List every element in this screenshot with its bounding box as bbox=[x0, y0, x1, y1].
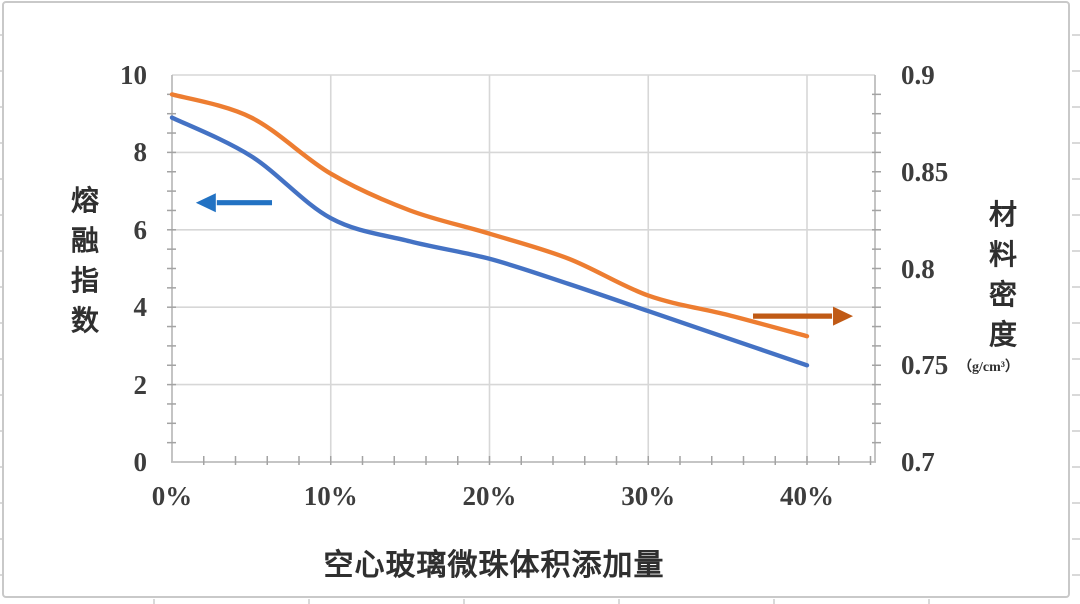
right-axis-title: 材料密度 bbox=[985, 196, 1021, 356]
y-right-tick-label: 0.85 bbox=[901, 156, 949, 187]
axis-title-char: 融 bbox=[70, 226, 99, 257]
x-tick-label: 10% bbox=[303, 481, 358, 511]
axis-title-char: 数 bbox=[70, 306, 99, 337]
spreadsheet-column-gridlines-bottom bbox=[0, 599, 1080, 604]
y-right-tick-label: 0.7 bbox=[901, 447, 935, 477]
right-axis-unit: （g/cm³） bbox=[958, 360, 1019, 375]
y-right-tick-label: 0.8 bbox=[901, 253, 935, 284]
axis-title-char: 指 bbox=[70, 266, 99, 297]
axis-title-char: 料 bbox=[988, 240, 1017, 271]
y-left-tick-label: 2 bbox=[133, 369, 148, 400]
spreadsheet-row-gridlines-left bbox=[0, 0, 2, 604]
x-tick-label: 20% bbox=[462, 481, 517, 511]
y-right-tick-label: 0.75 bbox=[901, 350, 949, 381]
y-left-tick-label: 0 bbox=[133, 447, 148, 477]
axis-title-char: 材 bbox=[988, 200, 1017, 231]
left-axis-title: 熔融指数 bbox=[67, 182, 103, 342]
y-left-tick-label: 8 bbox=[133, 137, 148, 168]
axis-title-char: 度 bbox=[988, 320, 1017, 351]
axis-title-char: 熔 bbox=[70, 186, 99, 217]
spreadsheet-row-gridlines-right bbox=[1072, 0, 1080, 604]
x-axis-title: 空心玻璃微珠体积添加量 bbox=[323, 549, 665, 582]
x-tick-label: 30% bbox=[621, 481, 676, 511]
y-right-tick-label: 0.9 bbox=[901, 60, 935, 90]
x-tick-label: 40% bbox=[780, 481, 834, 511]
y-left-tick-label: 6 bbox=[133, 214, 148, 245]
chart-area-frame[interactable] bbox=[2, 1, 1070, 598]
y-left-tick-label: 4 bbox=[133, 292, 148, 323]
x-tick-label: 0% bbox=[151, 481, 193, 511]
axis-title-char: 密 bbox=[988, 280, 1017, 311]
y-left-tick-label: 10 bbox=[120, 60, 147, 90]
